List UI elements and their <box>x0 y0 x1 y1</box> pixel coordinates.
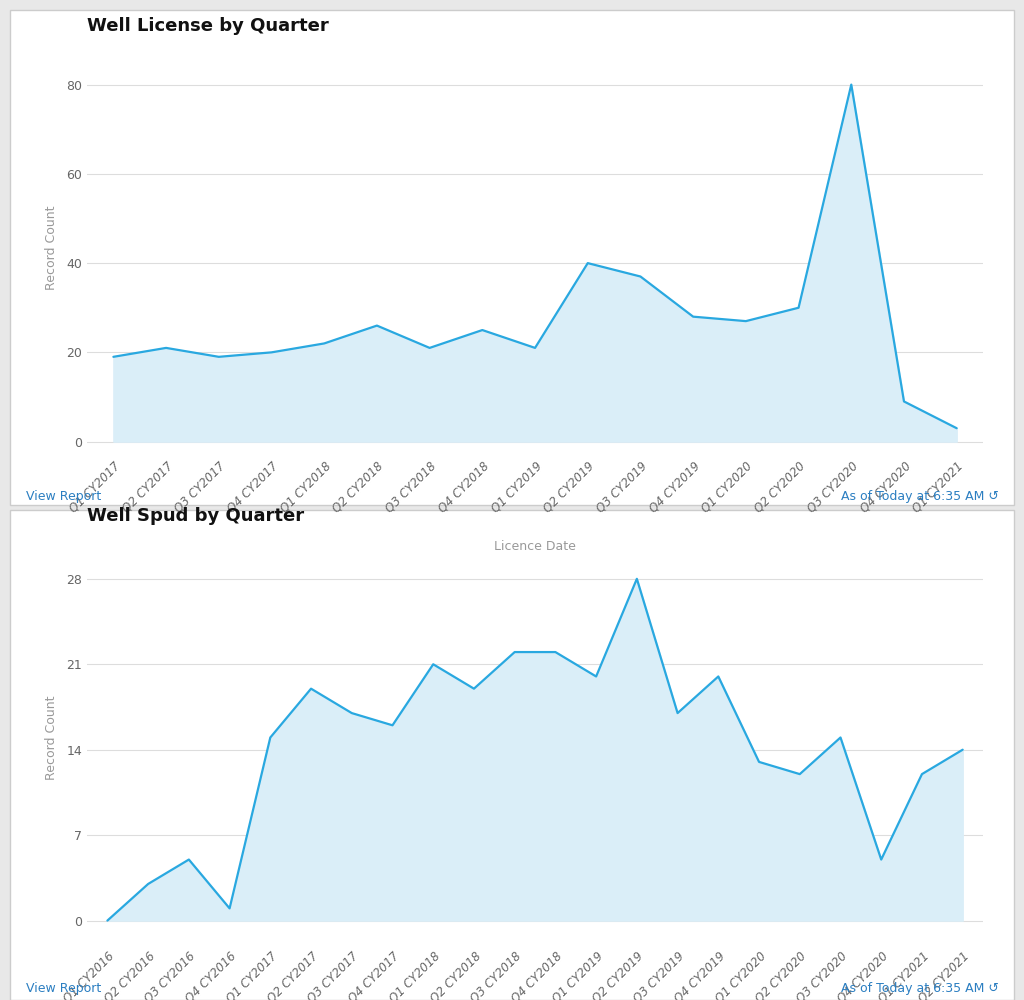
Text: Well License by Quarter: Well License by Quarter <box>87 17 329 35</box>
Text: View Report: View Report <box>26 982 100 995</box>
Y-axis label: Record Count: Record Count <box>45 695 58 780</box>
Text: Licence Date: Licence Date <box>495 540 575 553</box>
Text: As of Today at 6:35 AM ↺: As of Today at 6:35 AM ↺ <box>841 490 998 503</box>
Y-axis label: Record Count: Record Count <box>45 205 57 290</box>
Text: As of Today at 6:35 AM ↺: As of Today at 6:35 AM ↺ <box>841 982 998 995</box>
Text: Well Spud by Quarter: Well Spud by Quarter <box>87 507 304 525</box>
Text: View Report: View Report <box>26 490 100 503</box>
